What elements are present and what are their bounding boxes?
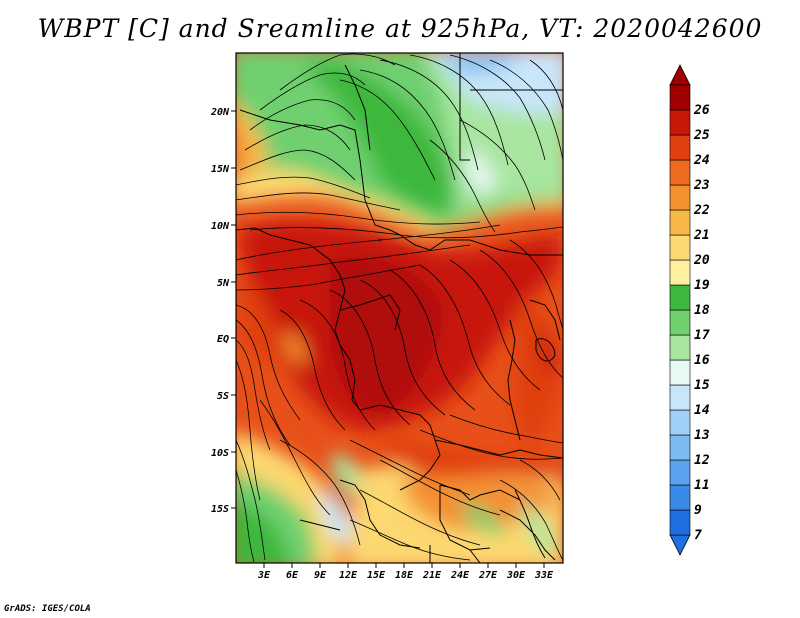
colorbar-label: 19 [694, 278, 710, 293]
map-frame [235, 52, 564, 564]
colorbar-arrow-low [669, 534, 691, 556]
colorbar-swatch [669, 334, 691, 361]
lon-label: 33E [534, 570, 554, 581]
lat-axis: 20N 15N 10N 5N EQ 5S 10S 15S [210, 107, 236, 515]
lat-label: 5N [217, 278, 230, 289]
colorbar: 7 9 11 12 13 14 15 16 17 18 19 20 21 22 23 24 25 26 [669, 64, 710, 556]
colorbar-swatch [669, 484, 691, 511]
lat-label: 15S [211, 504, 229, 515]
colorbar-label: 23 [693, 178, 710, 193]
lon-axis: 3E 6E 9E 12E 15E 18E 21E 24E 27E 30E 33E [257, 563, 554, 581]
lat-label: 15N [211, 164, 230, 175]
colorbar-label: 21 [693, 228, 710, 243]
colorbar-label: 11 [694, 478, 710, 493]
lon-label: 24E [450, 570, 470, 581]
colorbar-swatch [669, 109, 691, 136]
colorbar-swatch [669, 234, 691, 261]
colorbar-label: 14 [694, 403, 710, 418]
colorbar-swatch [669, 409, 691, 436]
colorbar-label: 9 [694, 503, 702, 518]
colorbar-swatch [669, 84, 691, 111]
streamlines [236, 53, 563, 563]
credit-text: GrADS: IGES/COLA [4, 604, 91, 614]
colorbar-label: 12 [694, 453, 710, 468]
lon-label: 9E [314, 570, 327, 581]
colorbar-label: 15 [694, 378, 710, 393]
colorbar-swatch [669, 159, 691, 186]
colorbar-label: 26 [693, 103, 710, 118]
colorbar-label: 13 [694, 428, 710, 443]
lon-label: 12E [339, 570, 358, 581]
colorbar-swatch [669, 184, 691, 211]
colorbar-arrow-high [669, 64, 691, 86]
lon-label: 15E [367, 570, 386, 581]
colorbar-swatch [669, 359, 691, 386]
lon-label: 30E [506, 570, 526, 581]
colorbar-label: 7 [694, 528, 702, 543]
colorbar-label: 17 [694, 328, 710, 343]
colorbar-swatch [669, 309, 691, 336]
lon-label: 21E [422, 570, 442, 581]
country-boundaries [236, 53, 563, 563]
colorbar-label: 24 [693, 153, 710, 168]
colorbar-label: 22 [693, 203, 710, 218]
lat-label: 20N [210, 107, 230, 118]
lat-label: EQ [217, 334, 229, 345]
lon-label: 27E [478, 570, 498, 581]
colorbar-swatch [669, 384, 691, 411]
lon-label: 6E [286, 570, 299, 581]
colorbar-label: 18 [694, 303, 710, 318]
colorbar-swatch [669, 459, 691, 486]
colorbar-swatch [669, 259, 691, 286]
map-title: WBPT [C] and Sreamline at 925hPa, VT: 20… [37, 14, 763, 43]
colorbar-swatch [669, 134, 691, 161]
colorbar-swatch [669, 509, 691, 536]
lon-label: 18E [395, 570, 414, 581]
lat-label: 10N [211, 221, 230, 232]
wbpt-shading [236, 53, 563, 563]
colorbar-swatch [669, 209, 691, 236]
lat-label: 5S [217, 391, 229, 402]
colorbar-label: 16 [694, 353, 710, 368]
lat-label: 10S [211, 448, 229, 459]
colorbar-label: 25 [693, 128, 710, 143]
colorbar-label: 20 [693, 253, 710, 268]
lon-label: 3E [257, 570, 271, 581]
colorbar-swatch [669, 434, 691, 461]
colorbar-swatch [669, 284, 691, 311]
